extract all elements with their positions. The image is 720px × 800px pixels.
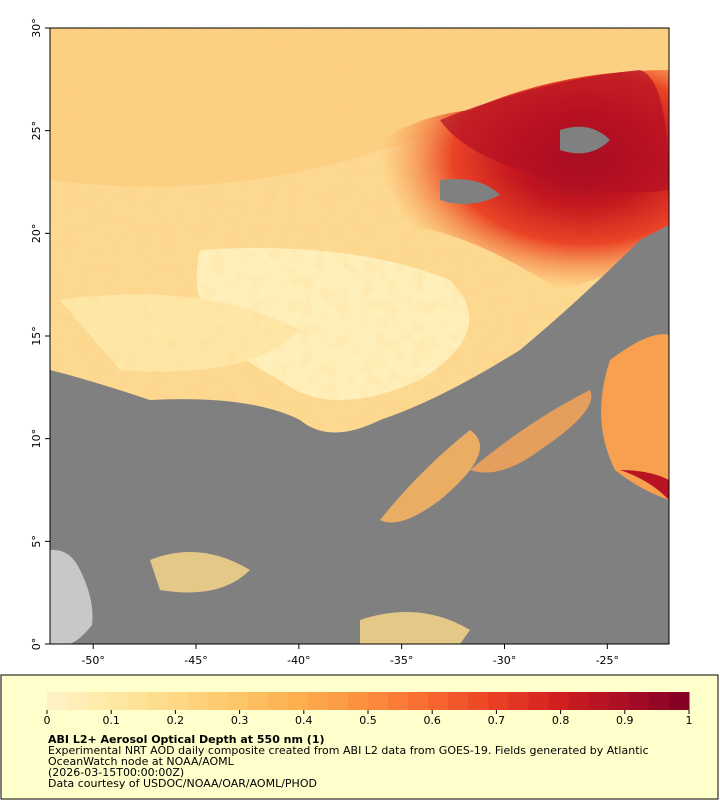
colorbar-tick-label: 0 (44, 714, 51, 727)
colorbar-tick-label: 0.7 (488, 714, 506, 727)
colorbar-step (167, 692, 188, 710)
colorbar-step (428, 692, 449, 710)
colorbar-step (448, 692, 469, 710)
colorbar-step (307, 692, 329, 710)
colorbar-step (488, 692, 509, 710)
colorbar-step (648, 692, 670, 710)
y-tick-label: 10° (30, 429, 43, 449)
colorbar-step (608, 692, 630, 710)
colorbar-step (568, 692, 590, 710)
colorbar-step (528, 692, 550, 710)
colorbar-step (388, 692, 409, 710)
colorbar-step (408, 692, 429, 710)
colorbar-tick-label: 0.2 (167, 714, 185, 727)
colorbar-step (327, 692, 349, 710)
y-tick-label: 15° (30, 326, 43, 346)
colorbar-step (187, 692, 208, 710)
x-tick-label: -30° (493, 654, 516, 667)
colorbar-step (127, 692, 148, 710)
x-tick-label: -35° (390, 654, 413, 667)
x-tick-label: -45° (184, 654, 207, 667)
map-field (50, 28, 669, 644)
y-tick-label: 30° (30, 18, 43, 38)
colorbar-step (67, 692, 88, 710)
colorbar-tick-label: 0.3 (231, 714, 249, 727)
colorbar-step (107, 692, 128, 710)
colorbar-tick-label: 0.5 (359, 714, 377, 727)
colorbar-step (227, 692, 249, 710)
caption-title: ABI L2+ Aerosol Optical Depth at 550 nm … (48, 733, 325, 746)
x-tick-label: -25° (596, 654, 619, 667)
caption-line: Data courtesy of USDOC/NOAA/OAR/AOML/PHO… (48, 777, 317, 790)
colorbar-tick-label: 0.4 (295, 714, 313, 727)
colorbar-step (147, 692, 168, 710)
colorbar-step (47, 692, 68, 710)
colorbar-step (668, 692, 690, 710)
y-tick-label: 20° (30, 224, 43, 244)
colorbar-step (628, 692, 650, 710)
y-tick-label: 0° (30, 638, 43, 651)
colorbar-step (468, 692, 489, 710)
x-tick-label: -40° (287, 654, 310, 667)
colorbar-step (548, 692, 570, 710)
caption-line: OceanWatch node at NOAA/AOML (48, 755, 235, 768)
colorbar-step (508, 692, 529, 710)
colorbar-step (247, 692, 269, 710)
x-tick-label: -50° (81, 654, 104, 667)
colorbar-tick-label: 0.1 (102, 714, 120, 727)
caption-line: (2026-03-15T00:00:00Z) (48, 766, 184, 779)
colorbar-step (347, 692, 369, 710)
colorbar-tick-label: 0.9 (616, 714, 634, 727)
colorbar-tick-label: 0.6 (423, 714, 441, 727)
colorbar-tick-label: 1 (686, 714, 693, 727)
colorbar-step (588, 692, 610, 710)
colorbar-step (207, 692, 229, 710)
colorbar-step (287, 692, 309, 710)
y-tick-label: 25° (30, 121, 43, 141)
colorbar-step (267, 692, 289, 710)
colorbar-step (368, 692, 389, 710)
colorbar-tick-label: 0.8 (552, 714, 570, 727)
y-tick-label: 5° (30, 535, 43, 548)
colorbar-step (87, 692, 108, 710)
caption-line: Experimental NRT AOD daily composite cre… (48, 744, 649, 757)
